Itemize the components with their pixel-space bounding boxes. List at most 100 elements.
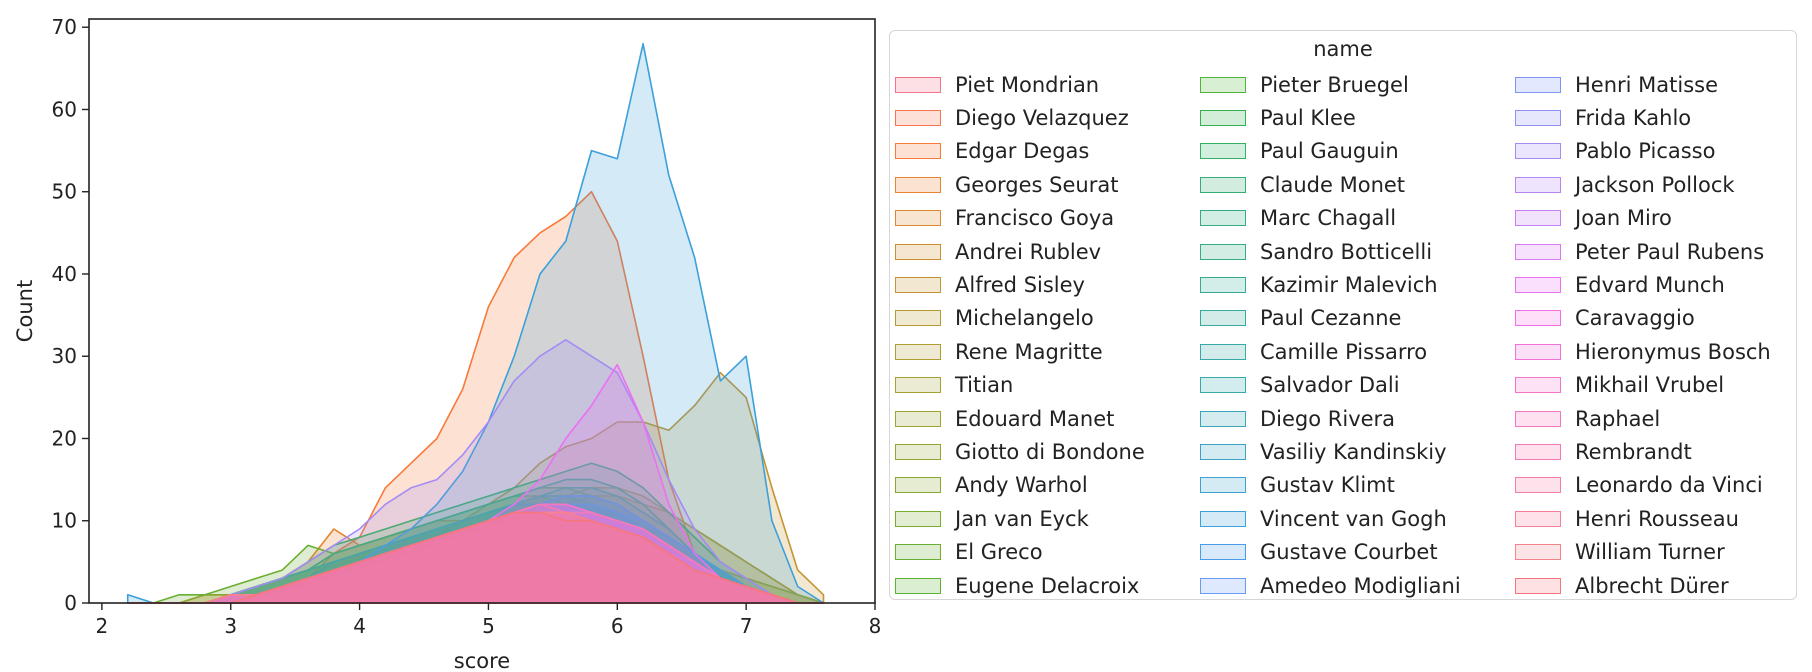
legend-item-michelangelo: Michelangelo — [895, 302, 1145, 335]
legend-item-andy-warhol: Andy Warhol — [895, 469, 1145, 502]
legend-swatch — [1200, 176, 1246, 193]
legend-title: name — [1313, 37, 1373, 61]
y-tick-label: 50 — [52, 180, 77, 204]
legend-label: Rene Magritte — [955, 339, 1103, 364]
series-area-pablo-picasso — [126, 339, 825, 604]
y-tick-label: 20 — [52, 426, 77, 450]
legend-item-henri-matisse: Henri Matisse — [1515, 68, 1771, 101]
legend-label: Caravaggio — [1575, 306, 1695, 331]
legend-swatch — [1200, 277, 1246, 294]
legend-swatch — [1200, 143, 1246, 160]
legend-swatch — [1200, 443, 1246, 460]
legend-item-diego-rivera: Diego Rivera — [1200, 402, 1461, 435]
y-tick-label: 40 — [52, 262, 77, 286]
y-axis: 0 10 20 30 40 50 60 70 — [52, 15, 89, 615]
series-layer — [126, 42, 825, 604]
legend-item-vincent-van-gogh: Vincent van Gogh — [1200, 502, 1461, 535]
legend-swatch — [1515, 410, 1561, 427]
legend-swatch — [1515, 377, 1561, 394]
legend-swatch — [1200, 377, 1246, 394]
legend-label: Paul Cezanne — [1260, 306, 1402, 331]
legend-label: Rembrandt — [1575, 439, 1692, 464]
legend-swatch — [1515, 310, 1561, 327]
x-axis: 2 3 4 5 6 7 8 — [96, 603, 880, 638]
legend-label: Albrecht Dürer — [1575, 573, 1729, 598]
legend-swatch — [1200, 410, 1246, 427]
legend-item-caravaggio: Caravaggio — [1515, 302, 1771, 335]
legend-swatch — [1200, 343, 1246, 360]
y-tick-label: 60 — [52, 97, 77, 121]
legend-label: Henri Rousseau — [1575, 506, 1739, 531]
legend-item-georges-seurat: Georges Seurat — [895, 168, 1145, 201]
legend-swatch — [1200, 110, 1246, 127]
legend-label: Georges Seurat — [955, 172, 1119, 197]
legend-swatch — [895, 443, 941, 460]
legend-swatch — [895, 243, 941, 260]
legend-label: Diego Rivera — [1260, 406, 1396, 431]
legend-label: Peter Paul Rubens — [1575, 239, 1765, 264]
legend-swatch — [1200, 577, 1246, 594]
legend-item-piet-mondrian: Piet Mondrian — [895, 68, 1145, 101]
legend-swatch — [895, 176, 941, 193]
legend-label: Diego Velazquez — [955, 106, 1129, 131]
legend-label: Hieronymus Bosch — [1575, 339, 1771, 364]
legend-label: Gustav Klimt — [1260, 473, 1395, 498]
legend-item-sandro-botticelli: Sandro Botticelli — [1200, 235, 1461, 268]
legend-swatch — [1200, 477, 1246, 494]
legend-item-edouard-manet: Edouard Manet — [895, 402, 1145, 435]
y-tick-label: 0 — [64, 591, 77, 615]
legend-label: Leonardo da Vinci — [1575, 473, 1763, 498]
legend-swatch — [1200, 544, 1246, 561]
legend-swatch — [895, 210, 941, 227]
legend-swatch — [1515, 243, 1561, 260]
legend-item-pablo-picasso: Pablo Picasso — [1515, 135, 1771, 168]
legend-label: Salvador Dali — [1260, 373, 1400, 398]
legend-swatch — [895, 477, 941, 494]
legend-item-diego-velazquez: Diego Velazquez — [895, 101, 1145, 134]
legend-swatch — [895, 76, 941, 93]
legend-swatch — [1515, 110, 1561, 127]
legend-label: El Greco — [955, 540, 1043, 565]
legend-swatch — [1515, 210, 1561, 227]
chart-plot: 2 3 4 5 6 7 8 0 10 20 30 40 50 60 70 score Count — [13, 15, 880, 672]
x-tick-label: 6 — [611, 614, 624, 638]
legend-column: Henri Matisse Frida Kahlo Pablo Picasso Jac… — [1515, 68, 1771, 602]
legend-item-rene-magritte: Rene Magritte — [895, 335, 1145, 368]
legend-item-amedeo-modigliani: Amedeo Modigliani — [1200, 569, 1461, 602]
legend-label: Edouard Manet — [955, 406, 1115, 431]
legend-label: Alfred Sisley — [955, 273, 1085, 298]
legend-item-vasiliy-kandinskiy: Vasiliy Kandinskiy — [1200, 435, 1461, 468]
legend-swatch — [1515, 76, 1561, 93]
legend-swatch — [1515, 277, 1561, 294]
legend-label: Raphael — [1575, 406, 1661, 431]
legend-item-pieter-bruegel: Pieter Bruegel — [1200, 68, 1461, 101]
legend-label: William Turner — [1575, 540, 1725, 565]
legend-item-paul-klee: Paul Klee — [1200, 101, 1461, 134]
legend-item-marc-chagall: Marc Chagall — [1200, 202, 1461, 235]
legend-label: Jackson Pollock — [1575, 172, 1735, 197]
legend-label: Pieter Bruegel — [1260, 72, 1409, 97]
legend-label: Vincent van Gogh — [1260, 506, 1447, 531]
legend-swatch — [1515, 143, 1561, 160]
y-tick-label: 10 — [52, 509, 77, 533]
legend-item-paul-gauguin: Paul Gauguin — [1200, 135, 1461, 168]
legend-item-eugene-delacroix: Eugene Delacroix — [895, 569, 1145, 602]
legend-item-rembrandt: Rembrandt — [1515, 435, 1771, 468]
legend-swatch — [1200, 243, 1246, 260]
legend-item-mikhail-vrubel: Mikhail Vrubel — [1515, 369, 1771, 402]
plot-frame — [88, 18, 876, 604]
legend-label: Pablo Picasso — [1575, 139, 1716, 164]
legend-item-claude-monet: Claude Monet — [1200, 168, 1461, 201]
x-tick-label: 8 — [869, 614, 880, 638]
legend-label: Titian — [955, 373, 1014, 398]
legend-label: Paul Gauguin — [1260, 139, 1399, 164]
legend-item-el-greco: El Greco — [895, 535, 1145, 568]
x-tick-label: 3 — [224, 614, 237, 638]
legend-label: Camille Pissarro — [1260, 339, 1428, 364]
legend-swatch — [895, 377, 941, 394]
legend-item-gustav-klimt: Gustav Klimt — [1200, 469, 1461, 502]
legend-item-jan-van-eyck: Jan van Eyck — [895, 502, 1145, 535]
legend-label: Sandro Botticelli — [1260, 239, 1433, 264]
legend-swatch — [895, 343, 941, 360]
